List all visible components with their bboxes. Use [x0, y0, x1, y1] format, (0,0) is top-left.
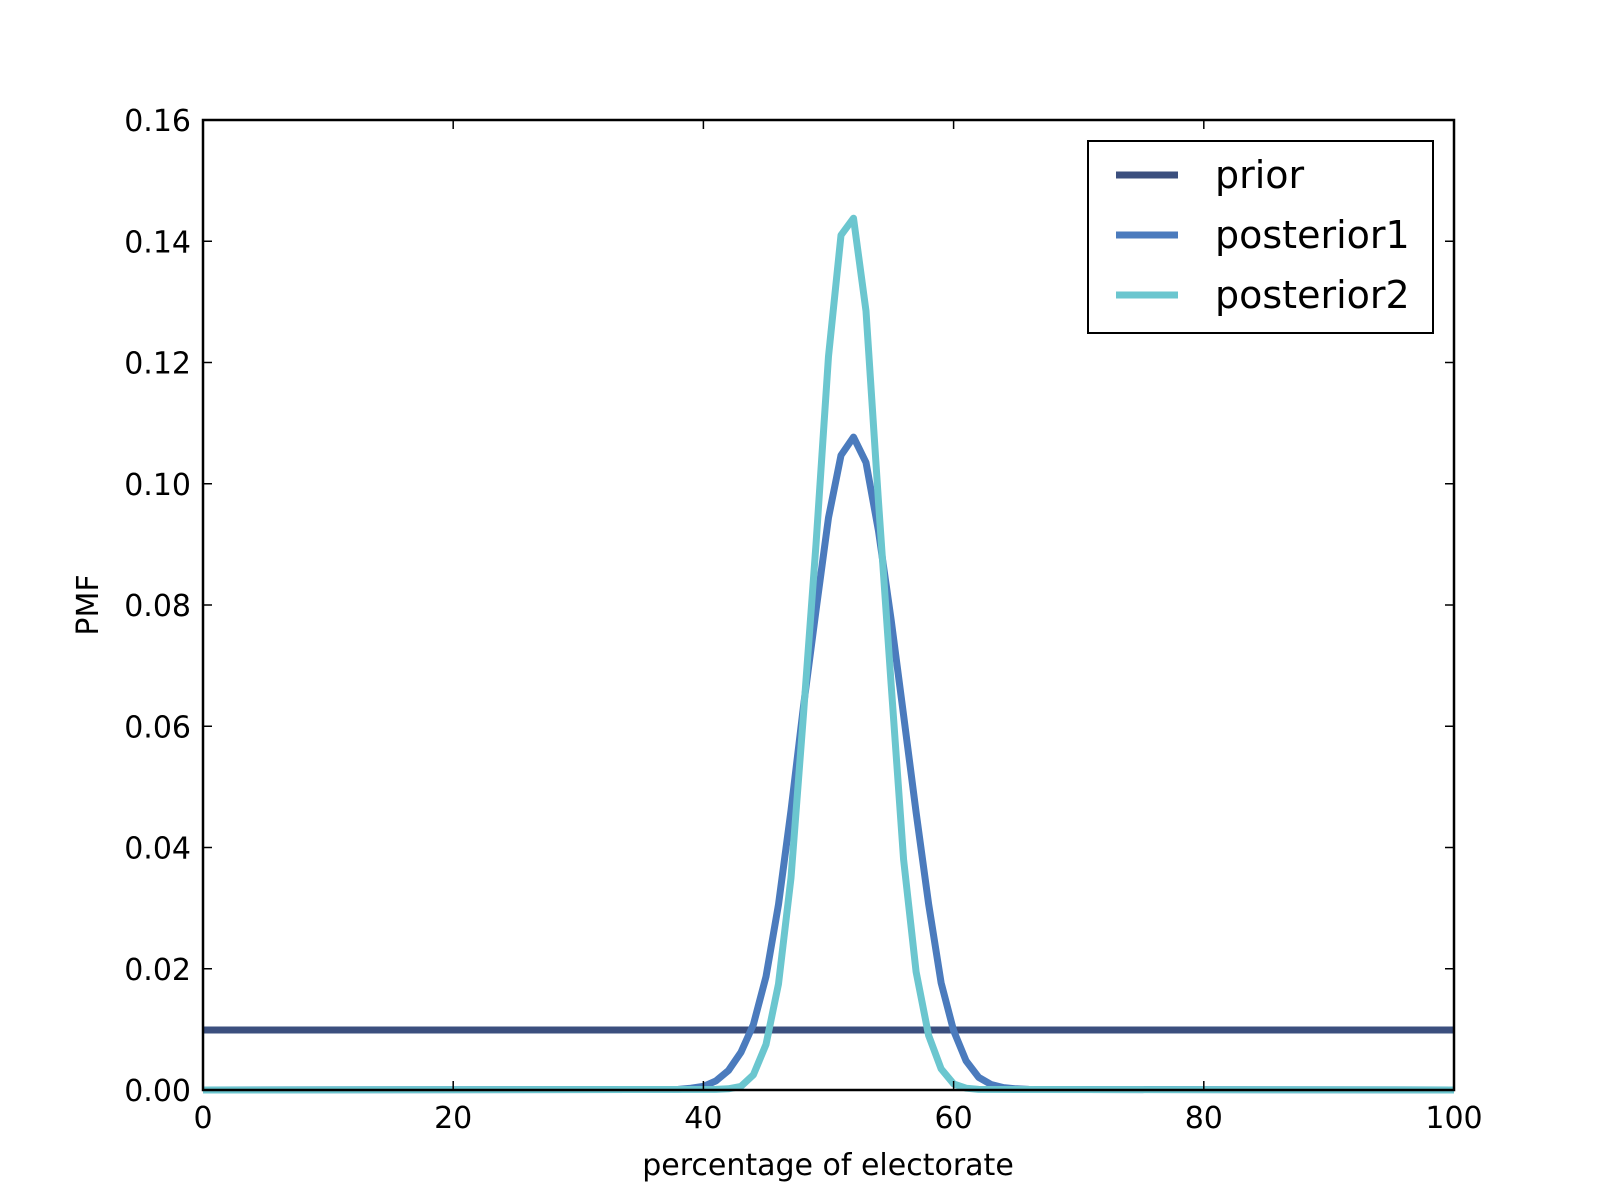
- legend: prior posterior1 posterior2: [1087, 140, 1434, 334]
- y-axis: 0.00 0.02 0.04 0.06 0.08 0.10 0.12 0.14 0.16: [124, 104, 1454, 1109]
- y-tick-label: 0.14: [124, 225, 191, 260]
- y-tick-label: 0.12: [124, 347, 191, 382]
- x-tick-label: 60: [935, 1101, 973, 1136]
- y-tick-label: 0.16: [124, 104, 191, 139]
- series-line-posterior1: [202, 433, 1455, 1094]
- legend-label-posterior2: posterior2: [1215, 273, 1410, 317]
- y-tick-label: 0.08: [124, 589, 191, 624]
- x-tick-label: 20: [434, 1101, 472, 1136]
- y-tick-label: 0.02: [124, 953, 191, 988]
- y-axis-label: PMF: [71, 574, 106, 635]
- y-tick-label: 0.10: [124, 468, 191, 503]
- legend-label-prior: prior: [1215, 153, 1305, 197]
- series-line-posterior2: [202, 214, 1455, 1094]
- x-axis-label: percentage of electorate: [642, 1148, 1014, 1183]
- y-tick-label: 0.04: [124, 832, 191, 867]
- x-axis: 0 20 40 60 80 100: [193, 120, 1483, 1136]
- x-tick-label: 40: [684, 1101, 722, 1136]
- y-tick-label: 0.06: [124, 710, 191, 745]
- x-tick-label: 0: [193, 1101, 212, 1136]
- y-tick-label: 0.00: [124, 1074, 191, 1109]
- x-tick-label: 80: [1185, 1101, 1223, 1136]
- x-tick-label: 100: [1425, 1101, 1482, 1136]
- legend-label-posterior1: posterior1: [1215, 213, 1410, 257]
- series-layer: [202, 214, 1455, 1094]
